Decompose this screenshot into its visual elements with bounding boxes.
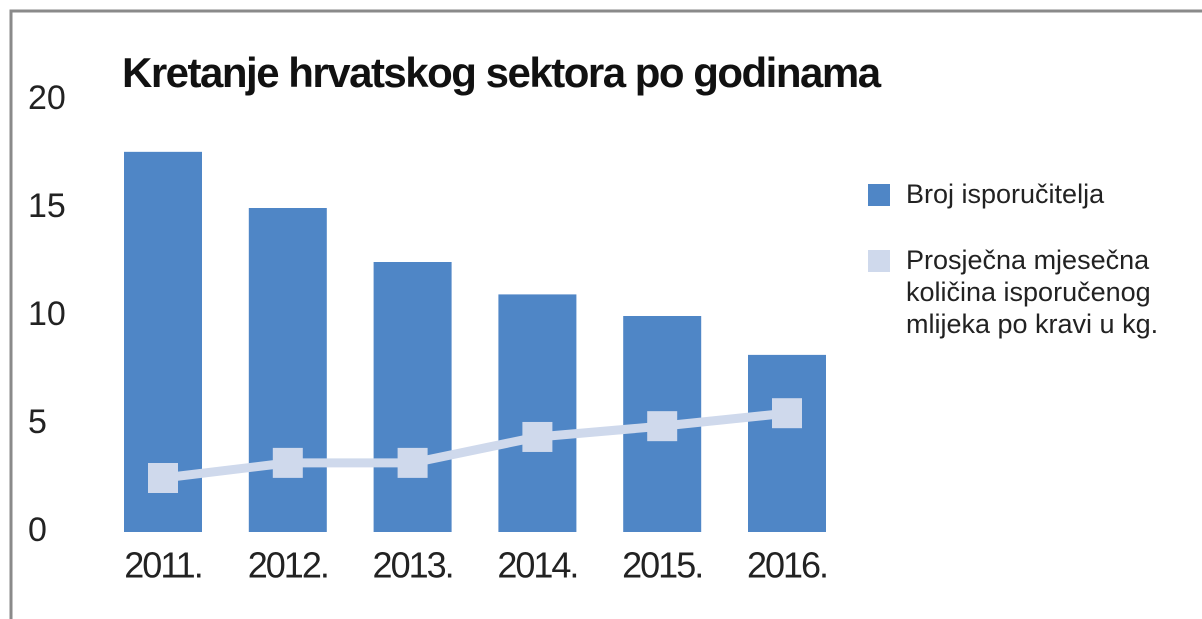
x-tick-label: 2013.: [373, 545, 453, 586]
marker: [772, 398, 802, 429]
x-tick-label: 2012.: [248, 545, 328, 586]
legend-label: Prosječna mjesečna količina isporučenog …: [906, 245, 1159, 339]
legend-item: Broj isporučitelja: [868, 178, 1104, 210]
x-tick-label: 2015.: [622, 545, 702, 586]
legend-swatch: [868, 250, 890, 272]
frame: [9, 9, 1202, 619]
bar: [748, 354, 826, 532]
bar: [373, 262, 452, 532]
marker: [522, 421, 553, 452]
x-tick-label: 2011.: [124, 545, 201, 586]
legend-label: Broj isporučitelja: [906, 179, 1105, 209]
bar: [248, 208, 327, 532]
y-tick-label: 10: [28, 295, 66, 333]
y-tick-label: 15: [28, 187, 66, 225]
bar: [498, 294, 577, 532]
marker: [272, 447, 303, 478]
marker: [148, 463, 178, 493]
y-tick-label: 5: [28, 403, 47, 441]
x-tick-label: 2016.: [747, 545, 827, 586]
x-tick-label: 2014.: [497, 545, 577, 586]
y-tick-label: 20: [28, 79, 66, 117]
marker: [647, 411, 678, 442]
legend-swatch: [868, 184, 890, 206]
marker: [397, 447, 428, 478]
line: [162, 408, 788, 483]
y-tick-label: 0: [28, 511, 47, 549]
chart-title: Kretanje hrvatskog sektora po godinama: [122, 49, 882, 96]
legend-item: Prosječna mjesečna količina isporučenog …: [868, 244, 1188, 340]
